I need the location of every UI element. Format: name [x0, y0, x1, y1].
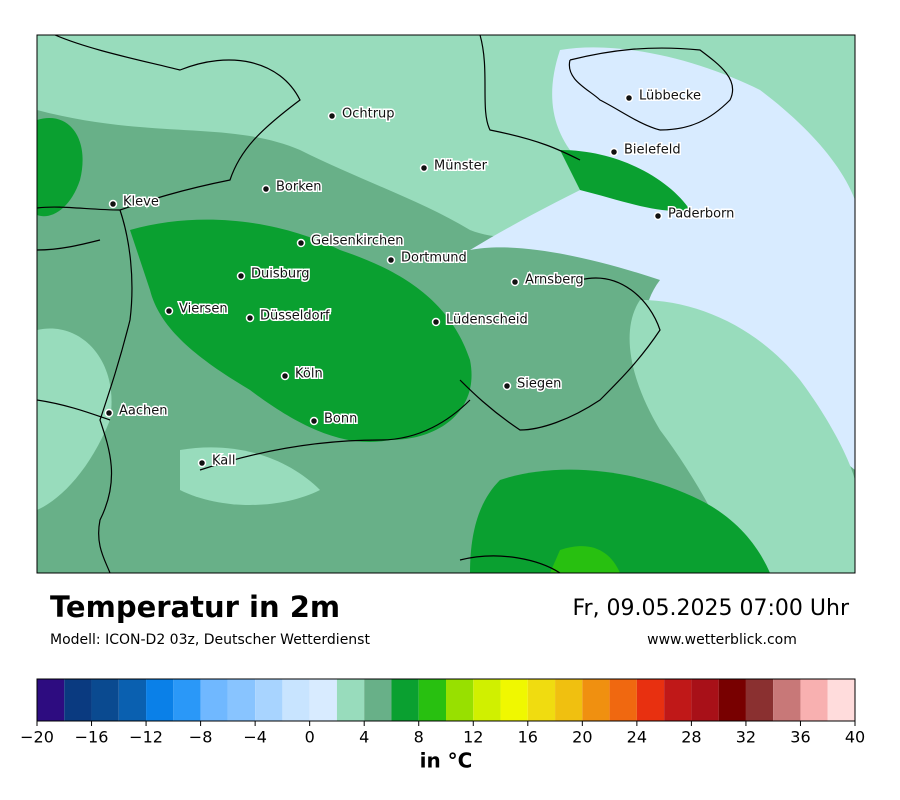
colorbar-label: in °C	[420, 749, 473, 773]
city-label: Münster	[434, 159, 488, 174]
colorbar-tick-label: 4	[359, 728, 369, 747]
colorbar-swatch	[255, 679, 283, 721]
city-label: Lübbecke	[639, 89, 701, 104]
city-label: Siegen	[517, 377, 561, 392]
colorbar-swatch	[418, 679, 446, 721]
colorbar-tick-label: 8	[414, 728, 424, 747]
colorbar-tick-label: 40	[845, 728, 865, 747]
city-label: Duisburg	[251, 267, 310, 282]
city-dot	[386, 255, 396, 265]
colorbar-tick-label: 32	[736, 728, 756, 747]
city-dot	[502, 381, 512, 391]
colorbar-swatch	[282, 679, 310, 721]
colorbar-tick-label: 16	[518, 728, 538, 747]
city-label: Bielefeld	[624, 143, 681, 158]
colorbar-tick-label: 12	[463, 728, 483, 747]
city-dot	[296, 238, 306, 248]
colorbar-swatch	[582, 679, 610, 721]
colorbar-swatch	[173, 679, 201, 721]
colorbar-swatch	[636, 679, 665, 721]
city-dot	[609, 147, 619, 157]
colorbar-swatch	[364, 679, 392, 721]
city-label: Borken	[276, 180, 322, 195]
city-label: Arnsberg	[525, 273, 584, 288]
city-dot	[419, 163, 429, 173]
colorbar-swatch	[800, 679, 828, 721]
colorbar-frame	[36, 678, 856, 722]
colorbar-tick-label: −8	[189, 728, 213, 747]
website: www.wetterblick.com	[647, 632, 797, 648]
colorbar-tick-label: −4	[243, 728, 267, 747]
colorbar-swatch	[91, 679, 119, 721]
city-dot	[327, 111, 337, 121]
datetime: Fr, 09.05.2025 07:00 Uhr	[572, 596, 849, 621]
city-label: Kall	[212, 454, 236, 469]
city-label: Kleve	[123, 195, 159, 210]
colorbar-swatch	[664, 679, 692, 721]
city-dot	[431, 317, 441, 327]
city-dot	[280, 371, 290, 381]
colorbar-tick-label: 28	[681, 728, 701, 747]
city-dot	[197, 458, 207, 468]
colorbar-tick-label: 0	[305, 728, 315, 747]
city-label: Viersen	[179, 302, 228, 317]
city-dot	[104, 408, 114, 418]
city-dot	[164, 306, 174, 316]
colorbar-swatch	[555, 679, 583, 721]
colorbar-swatch	[227, 679, 256, 721]
city-dot	[624, 93, 634, 103]
city-label: Dortmund	[401, 251, 467, 266]
city-label: Ochtrup	[342, 107, 395, 122]
colorbar-swatch	[527, 679, 556, 721]
colorbar-swatch	[609, 679, 637, 721]
city-label: Gelsenkirchen	[311, 234, 404, 249]
colorbar-swatch	[391, 679, 419, 721]
city-label: Köln	[295, 367, 323, 382]
colorbar-tick-label: −20	[20, 728, 54, 747]
colorbar-swatch	[773, 679, 801, 721]
city-dot	[653, 211, 663, 221]
colorbar-swatch	[336, 679, 365, 721]
colorbar-tick-label: −16	[75, 728, 109, 747]
colorbar-tick-label: −12	[129, 728, 163, 747]
city-dot	[236, 271, 246, 281]
colorbar-swatch	[718, 679, 746, 721]
city-label: Aachen	[119, 404, 167, 419]
map-frame	[36, 34, 856, 574]
colorbar-tick-label: 36	[790, 728, 810, 747]
borders	[37, 35, 734, 573]
subtitle: Modell: ICON-D2 03z, Deutscher Wetterdie…	[50, 632, 370, 648]
city-label: Lüdenscheid	[446, 313, 528, 328]
colorbar-tick-label: 20	[572, 728, 592, 747]
colorbar-swatch	[446, 679, 474, 721]
city-dot	[261, 184, 271, 194]
colorbar-swatch	[146, 679, 174, 721]
colorbar-swatch	[118, 679, 147, 721]
colorbar-tick-label: 24	[627, 728, 647, 747]
city-dot	[510, 277, 520, 287]
city-label: Bonn	[324, 412, 357, 427]
colorbar-swatch	[309, 679, 337, 721]
colorbar-swatch	[827, 679, 855, 721]
colorbar-swatch	[200, 679, 228, 721]
city-label: Düsseldorf	[260, 309, 330, 324]
colorbar-swatch	[473, 679, 501, 721]
colorbar-swatch	[37, 679, 65, 721]
title: Temperatur in 2m	[50, 590, 340, 624]
city-dot	[108, 199, 118, 209]
colorbar-swatch	[691, 679, 719, 721]
city-dot	[309, 416, 319, 426]
city-dot	[245, 313, 255, 323]
city-label: Paderborn	[668, 207, 734, 222]
map	[37, 35, 855, 573]
colorbar-swatch	[745, 679, 774, 721]
colorbar-swatch	[64, 679, 92, 721]
colorbar-swatch	[500, 679, 528, 721]
